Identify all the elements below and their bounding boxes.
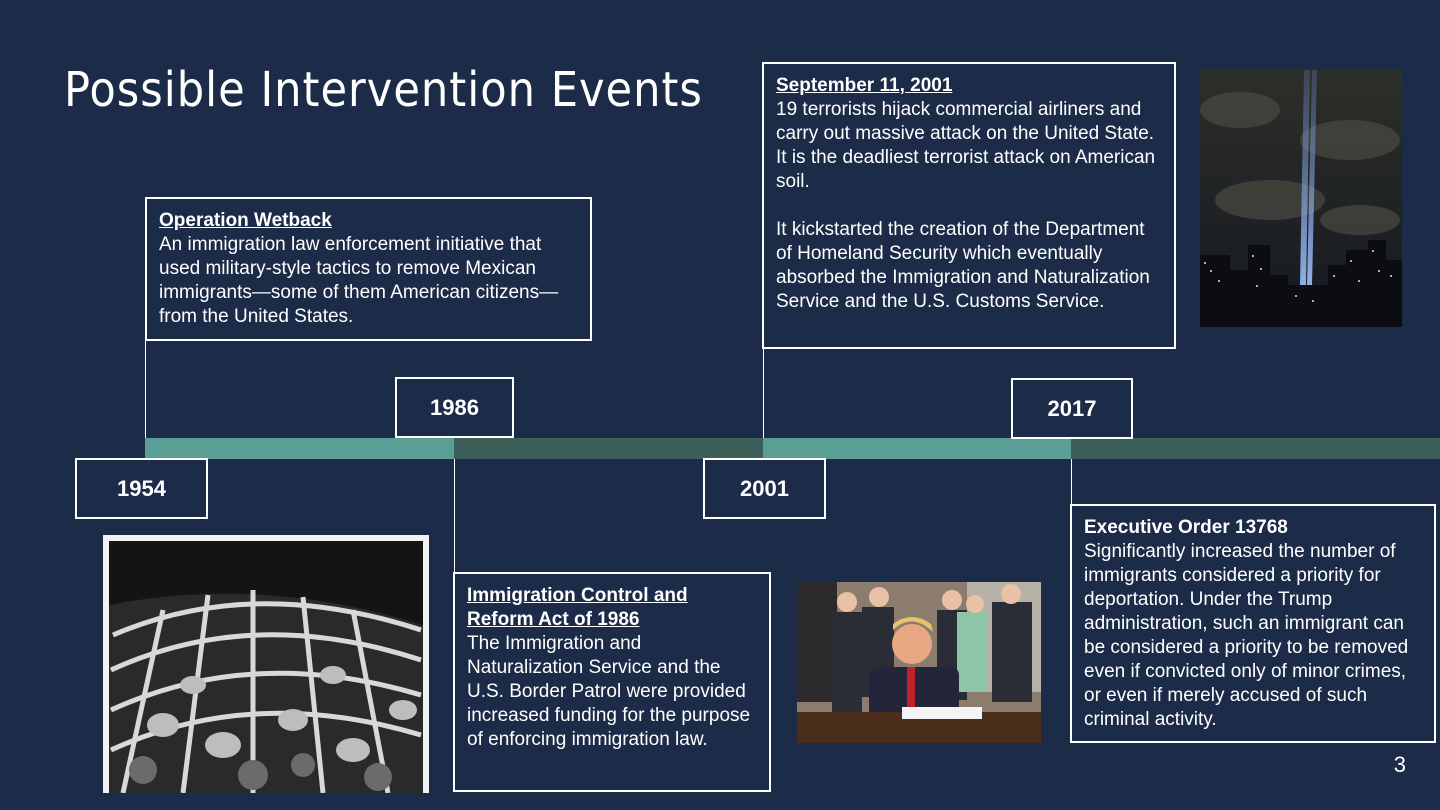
slide-title: Possible Intervention Events [64,62,703,118]
timeline-segment-1986-2001 [454,438,763,459]
timeline-segment-1954-1986 [145,438,454,459]
connector-2017 [1071,458,1072,504]
event-description: Significantly increased the number of im… [1084,541,1409,730]
event-description: An immigration law enforcement initiativ… [159,234,559,327]
year-label: 2001 [740,475,789,501]
tribute-in-light-photo [1200,70,1402,327]
event-description: The Immigration and Naturalization Servi… [467,633,751,750]
event-heading: Immigration Control and Reform Act of 19… [467,585,688,630]
event-card-irca-1986: Immigration Control and Reform Act of 19… [453,572,771,792]
signing-photo-image [797,582,1041,743]
event-card-september-11: September 11, 2001 19 terrorists hijack … [762,62,1176,349]
year-marker-1954: 1954 [75,458,208,519]
detention-photo [103,535,429,793]
page-number: 3 [1393,752,1406,777]
event-heading: Operation Wetback [159,210,332,231]
connector-2001 [763,348,764,440]
event-card-executive-order-13768: Executive Order 13768 Significantly incr… [1070,504,1436,743]
timeline-segment-2001-2017 [763,438,1071,459]
event-heading: Executive Order 13768 [1084,517,1288,538]
year-marker-1986: 1986 [395,377,514,438]
signing-photo [797,582,1041,743]
event-card-operation-wetback: Operation Wetback An immigration law enf… [145,197,592,341]
year-label: 1954 [117,475,166,501]
detention-photo-image [103,535,429,793]
connector-1986 [454,458,455,573]
event-description-continued: It kickstarted the creation of the Depar… [776,219,1150,312]
year-label: 2017 [1047,395,1097,421]
tribute-in-light-image [1200,70,1402,327]
event-heading: September 11, 2001 [776,75,953,96]
connector-1954 [145,340,146,440]
event-description: 19 terrorists hijack commercial airliner… [776,99,1156,192]
year-marker-2017: 2017 [1011,378,1133,439]
year-marker-2001: 2001 [703,458,826,519]
year-label: 1986 [430,394,479,420]
timeline-segment-2017-end [1071,438,1440,459]
